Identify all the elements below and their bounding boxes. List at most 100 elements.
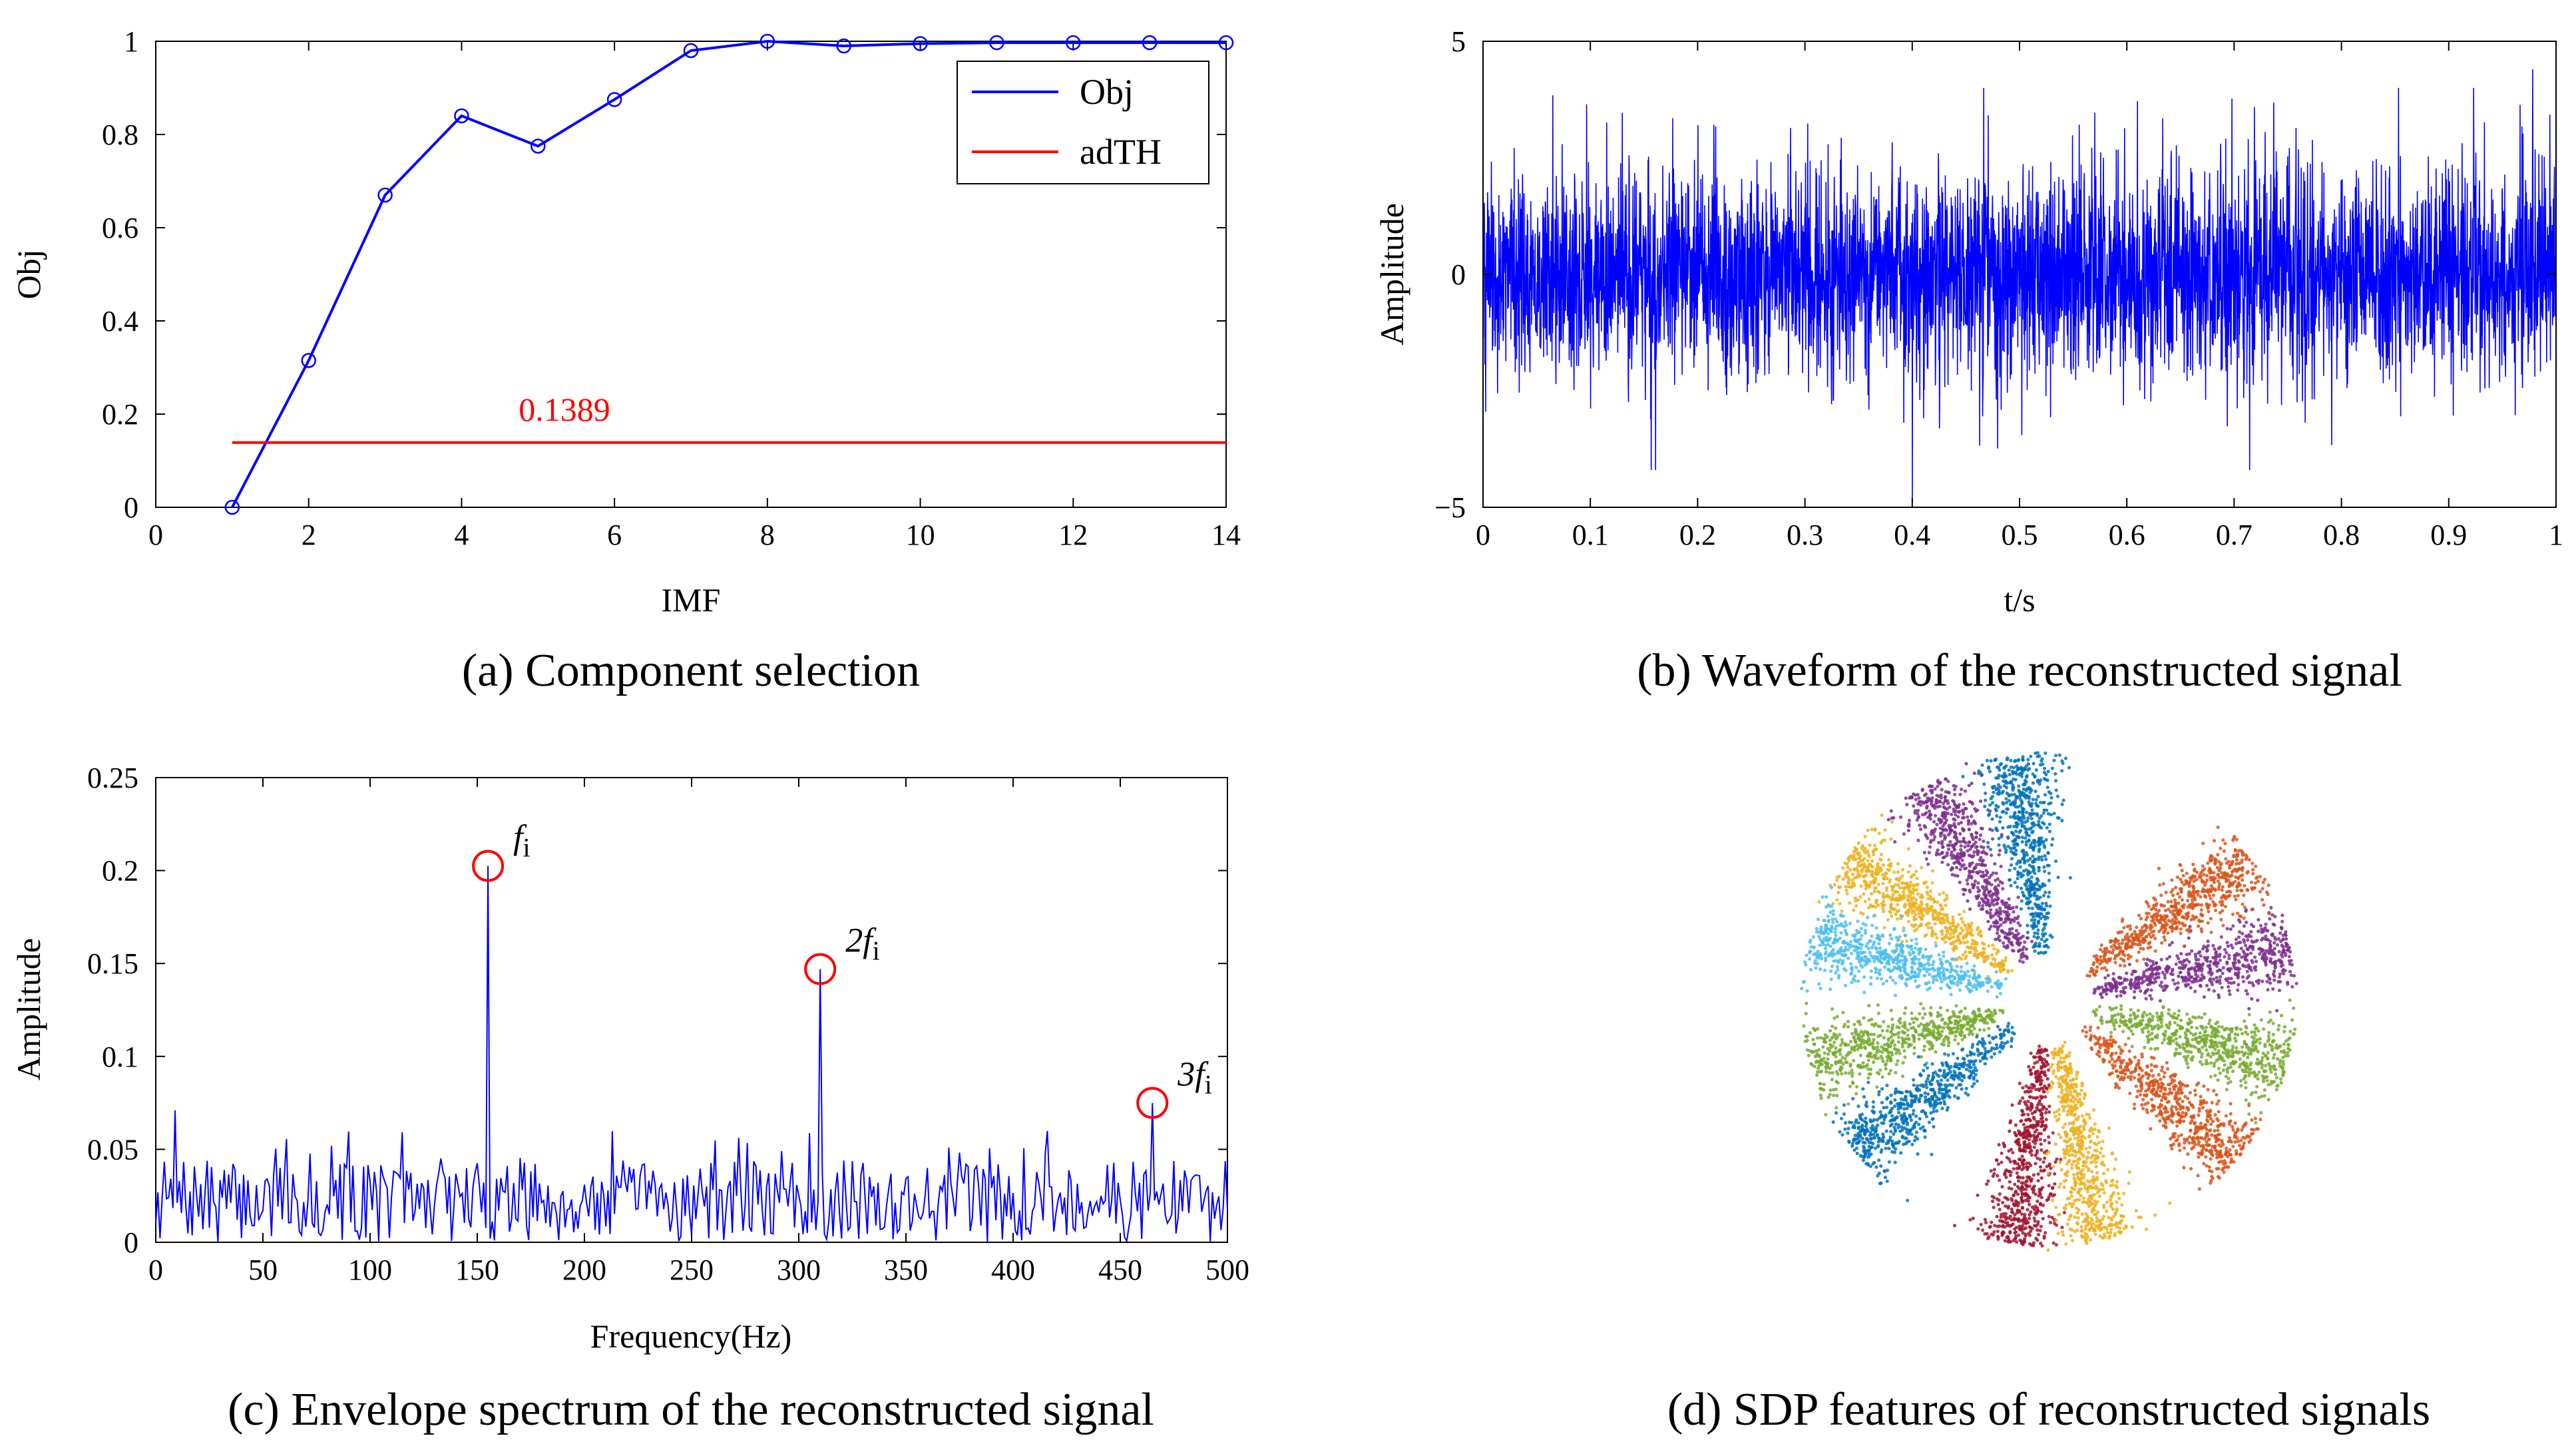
sdp-point <box>2026 859 2030 863</box>
sdp-point <box>2041 883 2045 887</box>
sdp-point <box>1920 1032 1924 1036</box>
sdp-point <box>1998 939 2002 943</box>
sdp-point <box>1962 1057 1966 1061</box>
sdp-point <box>1933 922 1937 926</box>
sdp-point <box>1871 1060 1876 1065</box>
sdp-point <box>1949 853 1953 857</box>
sdp-point <box>1912 1083 1916 1087</box>
sdp-point <box>1829 904 1833 908</box>
sdp-point <box>1925 969 1929 973</box>
sdp-point <box>1928 845 1932 849</box>
sdp-point <box>1968 800 1972 804</box>
sdp-point <box>1935 822 1939 827</box>
sdp-point <box>1915 1084 1920 1088</box>
sdp-point <box>1970 1085 1974 1089</box>
sdp-point <box>1967 853 1971 857</box>
sdp-point <box>2043 751 2047 755</box>
sdp-point <box>2041 893 2046 897</box>
sdp-point <box>2031 860 2035 864</box>
panel-c-envelope-spectrum: 0 50 100 150 200 250 300 350 400 450 50000.050.10.… <box>10 762 1249 1435</box>
sdp-point <box>1977 973 1981 977</box>
sdp-point <box>1937 1024 1941 1028</box>
sdp-point <box>1983 1053 1987 1057</box>
sdp-point <box>1828 987 1832 991</box>
sdp-point <box>1959 969 1963 973</box>
sdp-point <box>1935 936 1939 940</box>
x-tick-label: 50 <box>248 1254 278 1286</box>
sdp-point <box>2000 929 2004 933</box>
sdp-point <box>1857 1032 1861 1036</box>
sdp-point <box>1919 911 1924 915</box>
sdp-point <box>2018 1238 2022 1242</box>
sdp-point <box>2032 1084 2036 1088</box>
sdp-point <box>2008 815 2013 819</box>
sdp-point <box>1924 826 1928 830</box>
sdp-point <box>1866 947 1871 951</box>
sdp-point <box>1926 1077 1930 1081</box>
sdp-point <box>1980 863 1984 867</box>
sdp-point <box>1996 1224 2000 1228</box>
sdp-point <box>2017 949 2021 953</box>
sdp-point <box>2007 794 2011 798</box>
sdp-point <box>1947 1041 1951 1045</box>
sdp-point <box>1958 912 1962 917</box>
sdp-point <box>1887 1160 1891 1164</box>
sdp-point <box>1921 1109 1925 1113</box>
sdp-point <box>2081 1144 2085 1148</box>
sdp-point <box>1905 973 1909 977</box>
sdp-point <box>2020 1181 2024 1185</box>
sdp-point <box>2001 779 2006 783</box>
sdp-point <box>2002 909 2006 913</box>
sdp-point <box>1900 977 1904 981</box>
x-tick-label: 0.1 <box>1572 519 1609 551</box>
sdp-point <box>2036 1103 2040 1107</box>
sdp-point <box>1827 953 1831 957</box>
sdp-point <box>1959 820 1963 825</box>
sdp-point <box>1876 861 1880 865</box>
sdp-point <box>1898 1017 1902 1021</box>
sdp-point <box>1988 770 1992 774</box>
sdp-point <box>2043 1095 2047 1099</box>
sdp-point <box>1962 1035 1967 1039</box>
sdp-point <box>2113 1232 2117 1236</box>
sdp-point <box>2000 1047 2004 1051</box>
sdp-point <box>1998 848 2002 853</box>
sdp-point <box>1955 964 1959 968</box>
sdp-point <box>1879 1164 1883 1168</box>
sdp-point <box>1990 1055 1994 1059</box>
sdp-point <box>1998 1192 2002 1196</box>
sdp-point <box>2042 907 2046 911</box>
sdp-point <box>1819 1063 1824 1067</box>
sdp-point <box>2010 1103 2014 1107</box>
sdp-point <box>1912 951 1916 955</box>
sdp-point <box>1954 1004 1958 1008</box>
sdp-point <box>1982 1028 1986 1032</box>
sdp-point <box>1883 875 1887 879</box>
sdp-point <box>2008 1129 2012 1133</box>
x-tick-label: 450 <box>1098 1254 1142 1286</box>
sdp-point <box>1952 981 1956 985</box>
sdp-point <box>1854 965 1858 969</box>
sdp-point <box>1954 1062 1958 1066</box>
sdp-point <box>1978 1019 1982 1023</box>
sdp-point <box>1843 928 1847 933</box>
sdp-point <box>1932 975 1936 979</box>
sdp-point <box>1945 893 1949 897</box>
sdp-point <box>2060 802 2064 806</box>
sdp-point <box>2006 1221 2010 1225</box>
sdp-point <box>1841 877 1845 881</box>
sdp-point <box>2025 955 2029 959</box>
sdp-point <box>1952 935 1956 939</box>
sdp-point <box>2063 1041 2067 1045</box>
sdp-point <box>2034 1162 2038 1166</box>
sdp-point <box>1817 1054 1821 1059</box>
sdp-point <box>2038 754 2041 758</box>
sdp-point <box>1916 1152 1920 1156</box>
sdp-point <box>1943 913 1947 917</box>
sdp-point <box>1912 961 1916 966</box>
sdp-point <box>2020 1113 2024 1117</box>
sdp-point <box>1850 981 1854 985</box>
panel-a-ylabel: Obj <box>10 250 47 300</box>
sdp-point <box>2041 934 2045 938</box>
sdp-point <box>1963 789 1968 793</box>
